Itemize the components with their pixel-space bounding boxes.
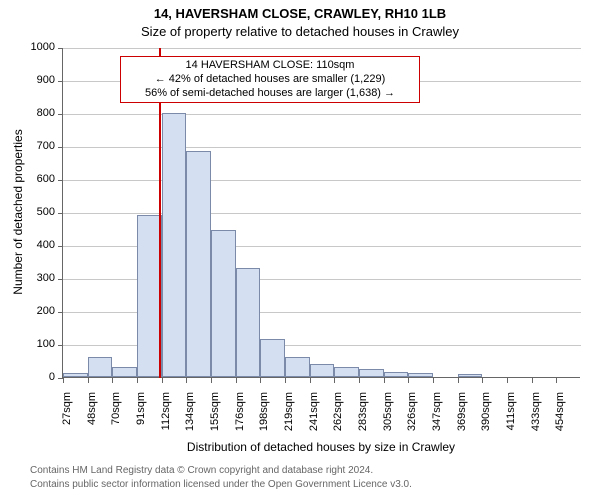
histogram-bar	[88, 357, 113, 377]
x-tick	[334, 378, 335, 383]
y-tick	[58, 114, 63, 115]
x-axis-label: Distribution of detached houses by size …	[62, 440, 580, 454]
y-tick-label: 600	[15, 173, 55, 185]
y-tick	[58, 279, 63, 280]
y-tick-label: 300	[15, 272, 55, 284]
x-tick	[507, 378, 508, 383]
gridline	[63, 147, 581, 148]
y-tick	[58, 345, 63, 346]
gridline	[63, 48, 581, 49]
histogram-bar	[359, 369, 384, 377]
y-tick-label: 1000	[15, 41, 55, 53]
histogram-bar	[310, 364, 335, 377]
histogram-bar	[458, 374, 483, 377]
y-tick-label: 900	[15, 74, 55, 86]
y-tick	[58, 312, 63, 313]
chart-container: 14, HAVERSHAM CLOSE, CRAWLEY, RH10 1LB S…	[0, 0, 600, 500]
x-tick	[112, 378, 113, 383]
x-tick	[408, 378, 409, 383]
x-tick	[211, 378, 212, 383]
y-tick	[58, 48, 63, 49]
y-tick-label: 400	[15, 239, 55, 251]
x-tick	[285, 378, 286, 383]
histogram-bar	[162, 113, 187, 377]
gridline	[63, 114, 581, 115]
histogram-bar	[260, 339, 285, 377]
y-tick-label: 700	[15, 140, 55, 152]
x-tick	[186, 378, 187, 383]
y-tick-label: 100	[15, 338, 55, 350]
gridline	[63, 213, 581, 214]
annotation-line-2: 56% of semi-detached houses are larger (…	[123, 87, 417, 101]
x-tick	[556, 378, 557, 383]
x-tick	[162, 378, 163, 383]
histogram-bar	[334, 367, 359, 377]
x-tick	[236, 378, 237, 383]
y-tick	[58, 213, 63, 214]
y-tick	[58, 147, 63, 148]
histogram-bar	[112, 367, 137, 377]
y-tick-label: 800	[15, 107, 55, 119]
y-tick	[58, 246, 63, 247]
histogram-bar	[285, 357, 310, 377]
x-tick	[433, 378, 434, 383]
footer-line-2: Contains public sector information licen…	[30, 479, 412, 490]
histogram-bar	[384, 372, 409, 377]
x-tick	[532, 378, 533, 383]
x-tick	[63, 378, 64, 383]
y-tick	[58, 81, 63, 82]
histogram-bar	[408, 373, 433, 377]
x-tick	[310, 378, 311, 383]
x-tick	[260, 378, 261, 383]
x-tick	[88, 378, 89, 383]
annotation-box: 14 HAVERSHAM CLOSE: 110sqm← 42% of detac…	[120, 56, 420, 103]
y-tick	[58, 180, 63, 181]
x-tick	[384, 378, 385, 383]
histogram-bar	[63, 373, 88, 377]
x-tick	[458, 378, 459, 383]
chart-title-line2: Size of property relative to detached ho…	[0, 24, 600, 39]
annotation-line-1: ← 42% of detached houses are smaller (1,…	[123, 73, 417, 87]
histogram-bar	[186, 151, 211, 377]
histogram-bar	[236, 268, 261, 377]
gridline	[63, 180, 581, 181]
y-tick-label: 0	[15, 371, 55, 383]
x-tick	[482, 378, 483, 383]
histogram-bar	[211, 230, 236, 377]
x-tick	[359, 378, 360, 383]
x-tick	[137, 378, 138, 383]
y-tick-label: 500	[15, 206, 55, 218]
y-tick-label: 200	[15, 305, 55, 317]
annotation-line-0: 14 HAVERSHAM CLOSE: 110sqm	[123, 59, 417, 73]
chart-title-line1: 14, HAVERSHAM CLOSE, CRAWLEY, RH10 1LB	[0, 6, 600, 21]
footer-line-1: Contains HM Land Registry data © Crown c…	[30, 465, 373, 476]
